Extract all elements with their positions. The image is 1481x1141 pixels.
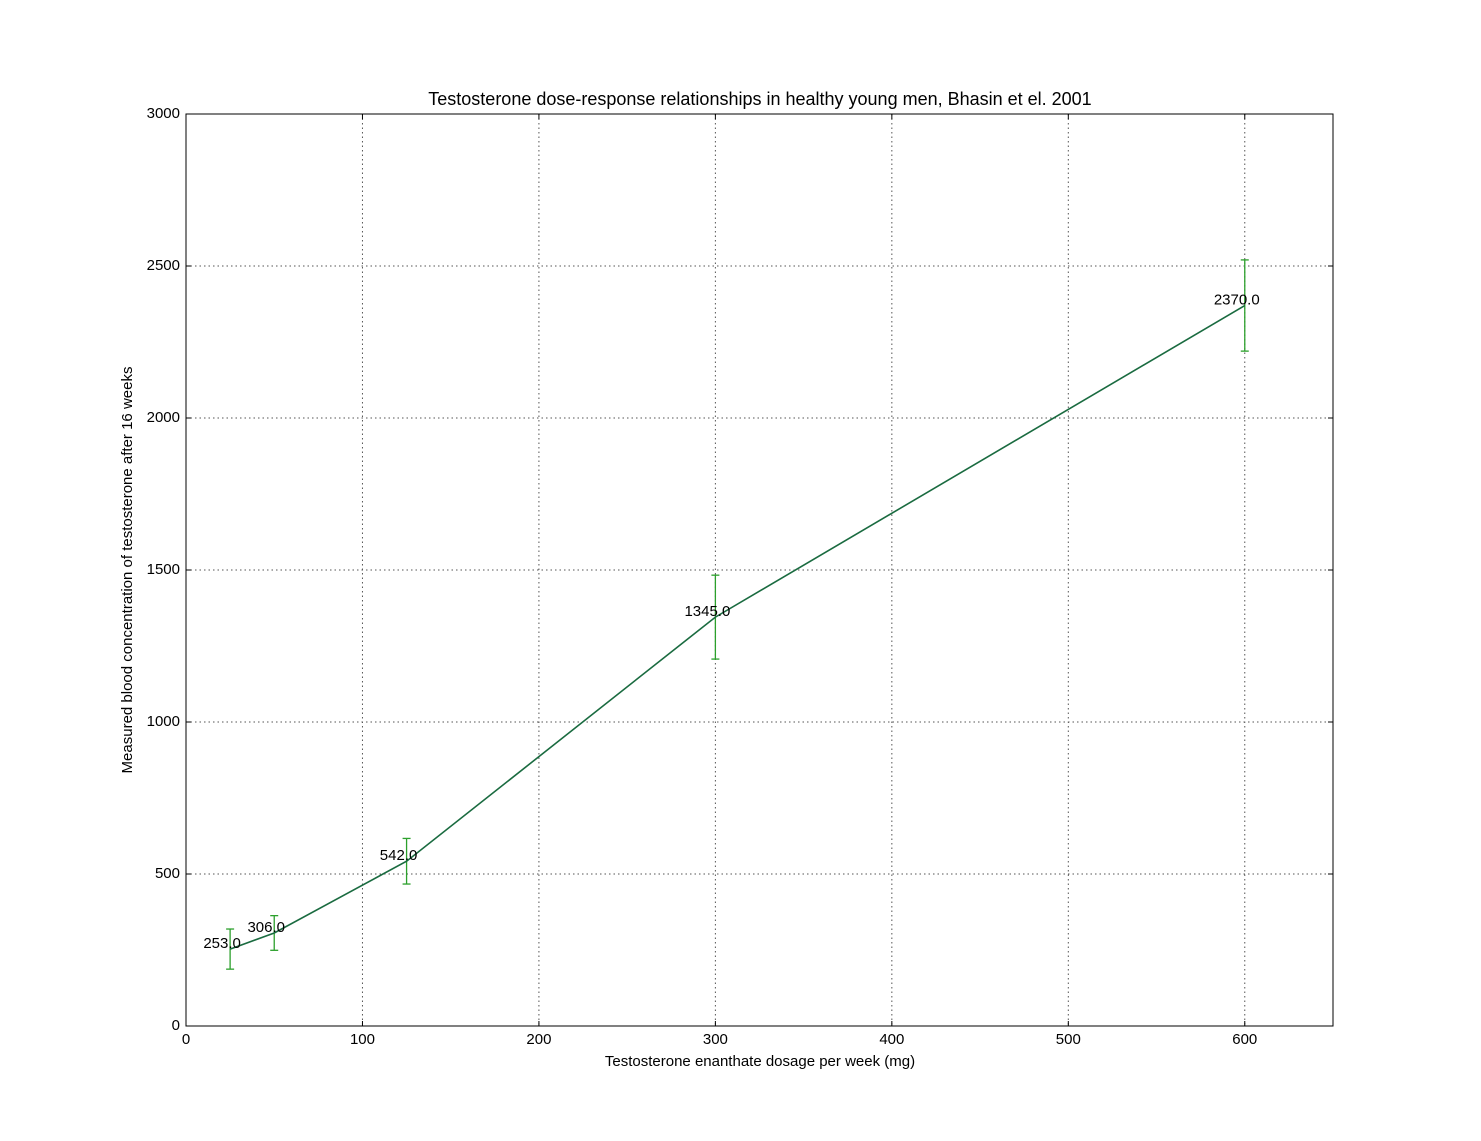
data-label: 1345.0 xyxy=(684,603,730,620)
x-tick-label: 600 xyxy=(1232,1031,1257,1048)
data-label: 2370.0 xyxy=(1214,291,1260,308)
x-tick-label: 500 xyxy=(1056,1031,1081,1048)
chart-title: Testosterone dose-response relationships… xyxy=(428,89,1091,109)
y-tick-label: 500 xyxy=(155,865,180,882)
plot-frame xyxy=(185,113,1334,1027)
y-tick-label: 1500 xyxy=(147,561,180,578)
x-tick-label: 0 xyxy=(182,1031,190,1048)
y-tick-label: 2500 xyxy=(147,257,180,274)
y-tick-label: 3000 xyxy=(147,105,180,122)
y-tick-label: 0 xyxy=(172,1017,180,1034)
y-tick-label: 1000 xyxy=(147,713,180,730)
y-tick-label: 2000 xyxy=(147,409,180,426)
x-tick-label: 300 xyxy=(703,1031,728,1048)
x-axis-label: Testosterone enanthate dosage per week (… xyxy=(605,1053,915,1070)
line xyxy=(229,304,1246,950)
x-tick-label: 400 xyxy=(879,1031,904,1048)
x-tick-label: 200 xyxy=(526,1031,551,1048)
data-label: 306.0 xyxy=(247,919,285,936)
data-label: 542.0 xyxy=(380,847,418,864)
data-label: 253.0 xyxy=(203,935,241,952)
x-tick-label: 100 xyxy=(350,1031,375,1048)
y-axis-label: Measured blood concentration of testoste… xyxy=(119,367,136,774)
